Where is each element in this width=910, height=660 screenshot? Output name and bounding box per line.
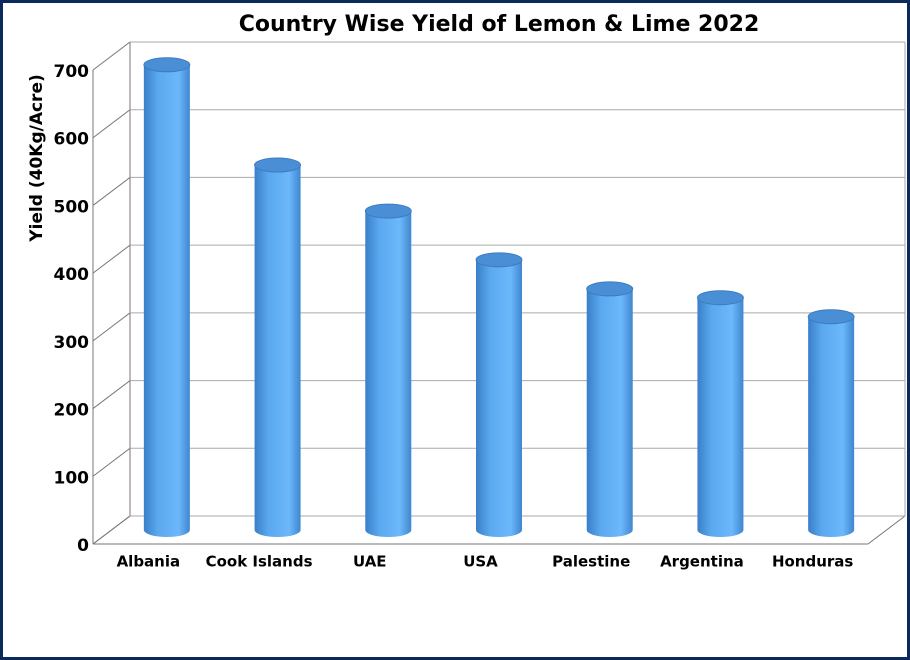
bar-body: [365, 211, 412, 538]
bar: [475, 252, 523, 537]
bar-body: [254, 165, 301, 537]
x-tick-label: Honduras: [772, 553, 853, 571]
bar-body: [143, 64, 190, 538]
bar-cap: [143, 57, 191, 73]
bar: [254, 157, 302, 537]
x-tick-label: Argentina: [660, 553, 744, 571]
y-tick-label: 300: [54, 333, 90, 353]
y-axis-label: Yield (40Kg/Acre): [27, 74, 47, 242]
x-tick-label: Cook Islands: [206, 553, 313, 571]
y-tick-label: 500: [54, 197, 90, 217]
grid-line: [92, 515, 131, 545]
floor-edge: [867, 515, 906, 545]
y-tick-label: 400: [54, 265, 90, 285]
chart: Country Wise Yield of Lemon & Lime 2022 …: [27, 12, 906, 571]
bar: [696, 290, 744, 537]
bar-cap: [364, 203, 412, 219]
grid-line: [92, 312, 131, 342]
bar-body: [586, 288, 633, 538]
grid-line: [92, 41, 131, 71]
grid-line: [92, 177, 131, 206]
bar: [586, 281, 634, 538]
y-tick-label: 600: [54, 130, 90, 150]
bar: [807, 309, 855, 538]
bar-body: [808, 316, 855, 538]
y-tick-label: 700: [54, 62, 90, 82]
x-tick-label: UAE: [353, 553, 387, 571]
bar-cap: [696, 290, 744, 306]
bar-body: [697, 297, 744, 537]
x-tick-label: Palestine: [552, 553, 630, 571]
y-tick-label: 0: [77, 536, 89, 556]
grid-line: [92, 447, 131, 477]
bar-cap: [586, 281, 634, 297]
y-tick-label: 200: [54, 401, 90, 421]
bar-body: [476, 259, 522, 537]
x-tick-label: USA: [463, 553, 498, 571]
y-tick-label: 100: [54, 468, 90, 488]
grid-line: [92, 109, 131, 139]
bar: [364, 203, 412, 538]
grid-line: [92, 244, 131, 274]
bar: [143, 57, 191, 538]
chart-title: Country Wise Yield of Lemon & Lime 2022: [239, 12, 760, 37]
grid-line: [92, 380, 131, 409]
x-tick-label: Albania: [117, 553, 181, 571]
bar-cap: [475, 252, 523, 268]
bar-cap: [807, 309, 855, 325]
bar-cap: [254, 157, 302, 173]
